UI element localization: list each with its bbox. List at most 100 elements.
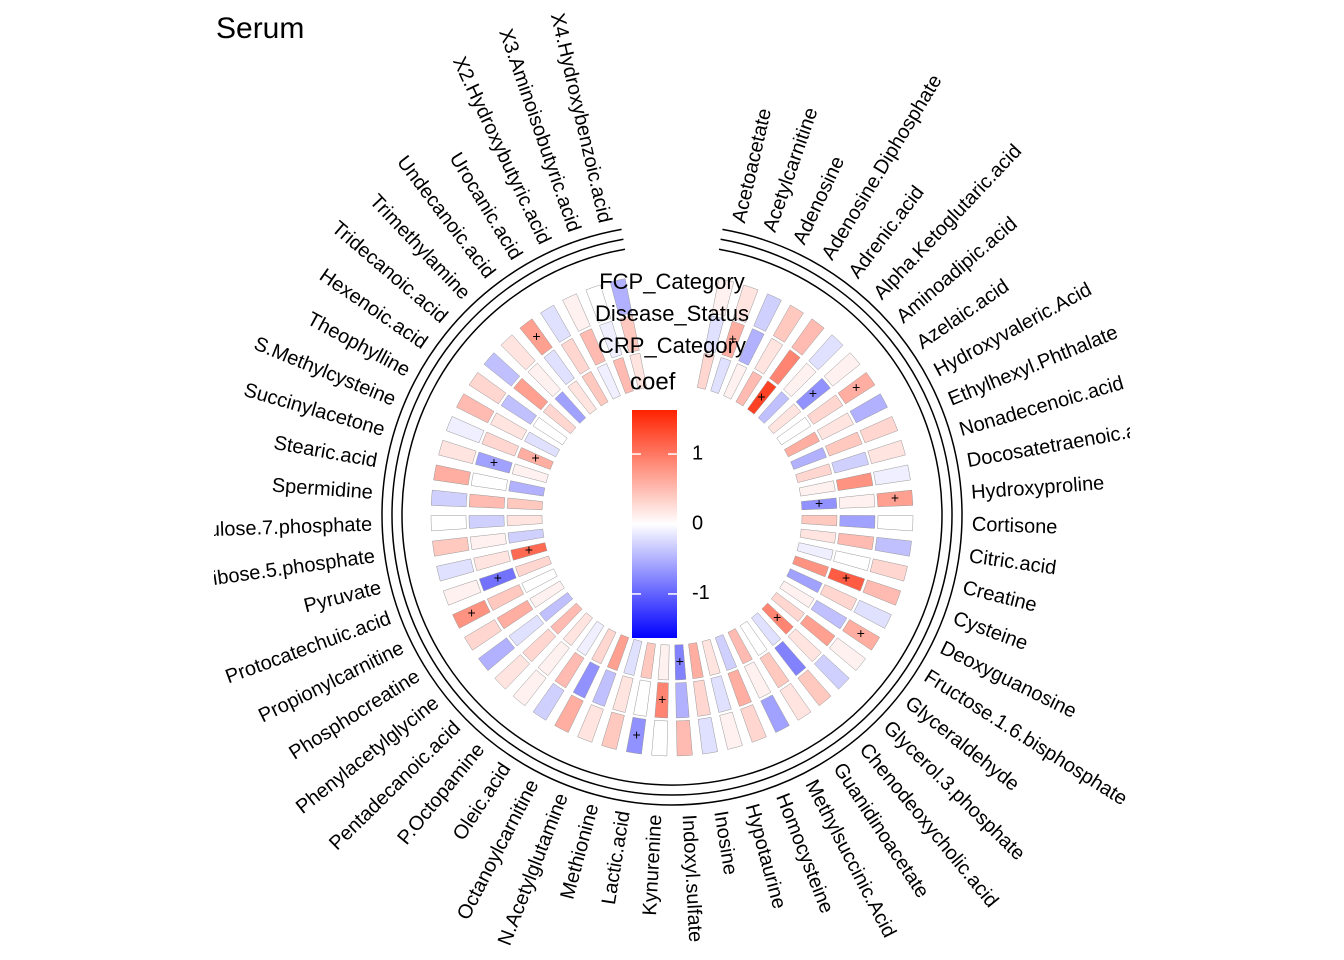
significance-mark: +	[773, 609, 781, 625]
track-label: Disease_Status	[595, 301, 749, 326]
heat-tile	[814, 654, 850, 690]
metabolite-label: Spermidine	[271, 475, 373, 504]
heat-tile	[479, 567, 517, 592]
significance-mark: +	[815, 495, 823, 511]
heat-tile	[761, 602, 794, 635]
heat-tile	[577, 704, 604, 743]
heat-tile	[433, 464, 471, 486]
heat-tile	[740, 704, 767, 743]
heat-tile	[837, 372, 876, 405]
heat-tile	[508, 480, 546, 497]
metabolite-label: Inosine	[709, 809, 741, 876]
heat-tile	[562, 612, 593, 647]
metabolite-label: Stearic.acid	[272, 432, 379, 472]
heat-tile	[560, 337, 590, 375]
heat-tile	[554, 391, 587, 424]
heat-tile	[521, 568, 558, 593]
link-arc	[391, 238, 953, 796]
heat-tile	[774, 640, 807, 677]
heat-tile	[591, 628, 617, 665]
heat-tile	[529, 580, 565, 608]
heat-tile	[827, 567, 865, 592]
heat-tile	[623, 639, 643, 676]
heat-tile	[823, 352, 861, 387]
heat-tile	[475, 451, 513, 474]
heat-tile	[438, 439, 477, 464]
significance-mark: +	[658, 691, 666, 707]
heat-tile	[801, 497, 838, 511]
significance-mark: +	[525, 542, 533, 558]
heat-tile	[688, 642, 704, 679]
heat-tile	[481, 431, 520, 457]
heat-tile	[592, 669, 617, 707]
metabolite-label: Hydroxyproline	[970, 472, 1105, 503]
track-label: FCP_Category	[599, 269, 745, 294]
heat-tile	[808, 334, 844, 371]
significance-mark: +	[531, 450, 539, 466]
heat-tile	[468, 515, 505, 529]
heat-tile	[581, 370, 609, 407]
heat-tile	[796, 542, 834, 561]
heat-tile	[791, 318, 825, 356]
heat-tile	[468, 493, 506, 509]
heat-tile	[786, 568, 823, 593]
heat-tile	[486, 584, 525, 611]
heat-tile	[767, 403, 802, 435]
heat-tile	[757, 391, 790, 424]
heat-tile	[759, 651, 790, 689]
heat-tile	[675, 682, 690, 719]
heat-tile	[464, 619, 502, 651]
metabolite-label: Creatine	[960, 577, 1039, 617]
heat-tile	[522, 628, 557, 663]
heat-tile	[772, 304, 804, 343]
heat-tile	[524, 431, 561, 458]
heat-tile	[430, 515, 467, 532]
significance-mark: +	[852, 379, 860, 395]
heat-tile	[456, 393, 495, 424]
heat-tile	[738, 328, 765, 366]
heat-tile	[739, 620, 768, 656]
metabolite-label: Cortisone	[971, 514, 1057, 539]
heat-tile	[506, 515, 543, 527]
heat-tile	[727, 669, 752, 707]
significance-mark: +	[467, 605, 475, 621]
heat-tile	[609, 278, 633, 317]
heat-tile	[572, 661, 601, 699]
heat-tile	[769, 349, 801, 386]
heat-tile	[473, 550, 511, 572]
heat-tile	[511, 463, 549, 483]
metabolite-label: Citric.acid	[968, 545, 1058, 579]
heat-tile	[507, 528, 545, 544]
heat-tile	[693, 679, 711, 717]
heat-tile	[500, 334, 536, 371]
heat-tile	[816, 412, 854, 441]
heat-tile	[483, 352, 521, 387]
significance-mark: +	[757, 388, 765, 404]
heat-tile	[824, 431, 863, 457]
significance-mark: +	[857, 625, 865, 641]
heat-tile	[760, 694, 790, 733]
significance-mark: +	[633, 726, 641, 742]
heat-tile	[469, 532, 507, 551]
heat-tile	[537, 640, 570, 677]
heat-tile	[783, 431, 820, 458]
heat-tile	[470, 472, 508, 491]
heat-tile	[836, 472, 874, 491]
heat-tile	[867, 439, 906, 464]
heat-tile	[801, 515, 838, 527]
heat-tile	[654, 682, 669, 719]
significance-mark: +	[842, 570, 850, 586]
heat-tile	[719, 711, 743, 750]
heat-tile	[540, 304, 572, 343]
heat-tile	[515, 555, 552, 578]
heat-tile	[500, 394, 537, 425]
heat-tile	[770, 592, 805, 622]
heat-tile	[828, 637, 866, 671]
heat-tile	[732, 284, 759, 323]
heat-tile	[779, 682, 812, 721]
heat-tile	[831, 451, 869, 474]
metabolite-label: Kynurenine	[639, 814, 666, 916]
heat-tile	[494, 654, 530, 690]
metabolite-label: Indoxyl.sulfate	[678, 814, 707, 943]
